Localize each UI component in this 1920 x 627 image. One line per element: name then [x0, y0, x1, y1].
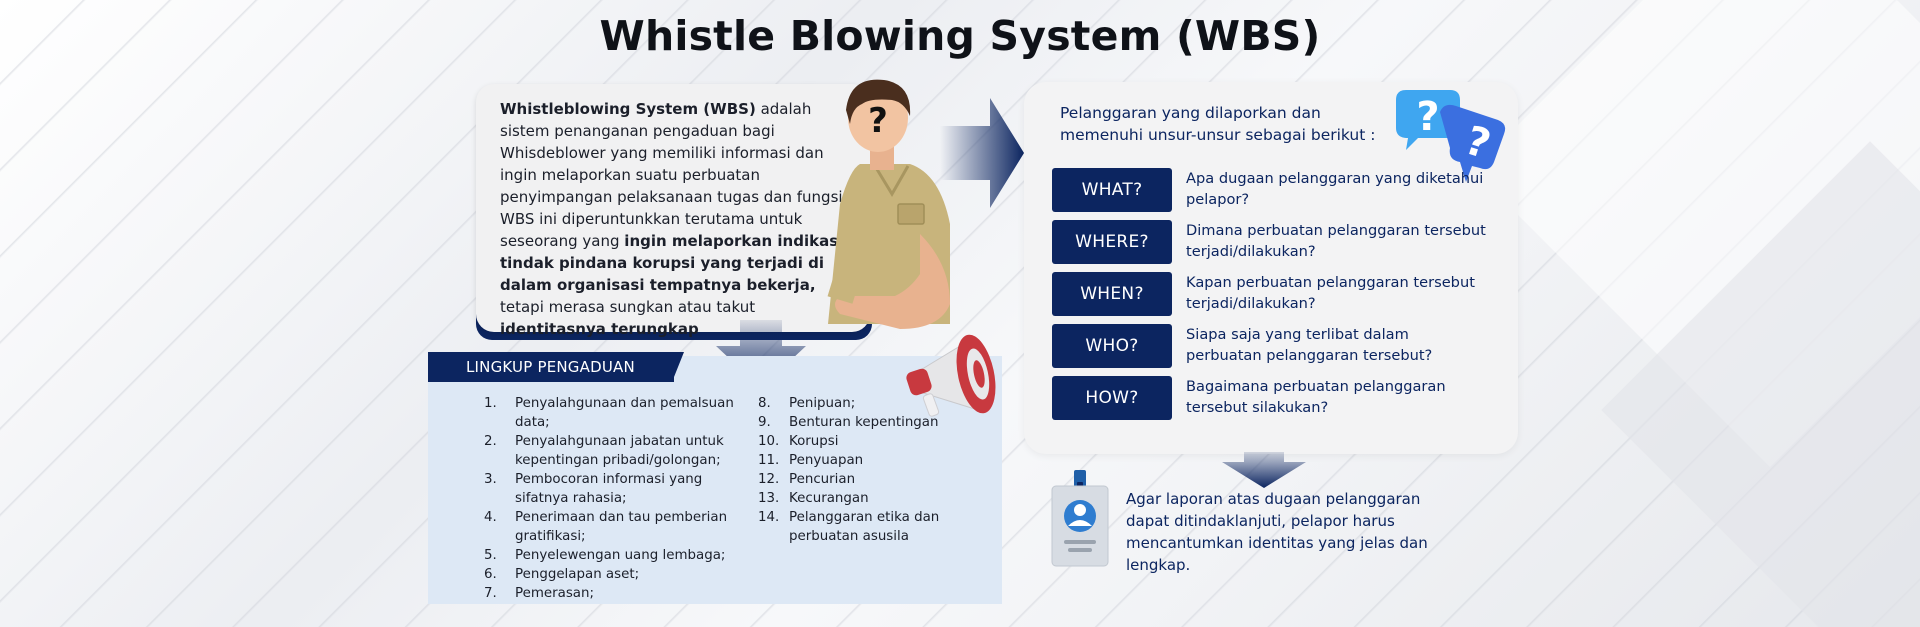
list-item: 3. Pembocoran informasi yang sifatnya rah…: [484, 470, 756, 508]
scope-panel: [428, 356, 1002, 604]
question-row-how: HOW? Bagaimana perbuatan pelanggaran ter…: [1052, 376, 1492, 422]
question-row-where: WHERE? Dimana perbuatan pelanggaran ters…: [1052, 220, 1492, 266]
question-row-what: WHAT? Apa dugaan pelanggaran yang diketa…: [1052, 168, 1492, 214]
list-item: 1. Penyalahgunaan dan pemalsuan data;: [484, 394, 756, 432]
list-item-text: Penyuapan: [789, 453, 864, 468]
question-bubbles-icon: ? ?: [1396, 90, 1506, 182]
list-item-text: Korupsi: [789, 434, 839, 449]
question-text-when: Kapan perbuatan pelanggaran tersebut ter…: [1186, 274, 1475, 312]
megaphone-icon: [906, 334, 996, 417]
list-item: 2. Penyalahgunaan jabatan untuk kepenting…: [484, 432, 756, 470]
arrow-right-icon: [940, 98, 1024, 208]
list-item-number: 14.: [758, 510, 780, 525]
person-question-icon: ?: [827, 79, 950, 329]
list-item: 10. Korupsi: [758, 432, 958, 451]
list-item-text: Pencurian: [789, 472, 856, 487]
list-item-number: 9.: [758, 415, 771, 430]
list-item-number: 3.: [484, 472, 497, 487]
svg-text:?: ?: [868, 101, 888, 141]
question-badge-what: WHAT?: [1052, 168, 1172, 212]
intro-text-2: tetapi merasa sungkan atau takut: [500, 298, 756, 316]
scope-tab: LINGKUP PENGADUAN: [428, 352, 674, 382]
scope-list-left: 1. Penyalahgunaan dan pemalsuan data; 2. P…: [484, 394, 756, 603]
list-item-text: Penggelapan aset;: [515, 567, 640, 582]
list-item-text: Penyalahgunaan dan pemalsuan data;: [515, 396, 734, 430]
list-item: 4. Penerimaan dan tau pemberian gratifika…: [484, 508, 756, 546]
list-item-text: Penerimaan dan tau pemberian gratifikasi…: [515, 510, 728, 544]
list-item-number: 6.: [484, 567, 497, 582]
question-row-who: WHO? Siapa saja yang terlibat dalam perb…: [1052, 324, 1492, 370]
list-item: 14. Pelanggaran etika dan perbuatan asusi…: [758, 508, 958, 546]
page-title: Whistle Blowing System (WBS): [599, 12, 1321, 60]
list-item-number: 13.: [758, 491, 780, 506]
question-badge-where: WHERE?: [1052, 220, 1172, 264]
svg-text:?: ?: [1416, 94, 1439, 140]
list-item: 6. Penggelapan aset;: [484, 565, 756, 584]
list-item: 9. Benturan kepentingan: [758, 413, 958, 432]
list-item-number: 1.: [484, 396, 497, 411]
scope-tab-edge: [672, 352, 684, 382]
scope-list-right: 8. Penipuan; 9. Benturan kepentingan 10. Ko…: [758, 394, 958, 546]
arrow-down-icon: [716, 320, 806, 388]
intro-text-1: adalah sistem penanganan pengaduan bagi …: [500, 100, 848, 250]
list-item-number: 2.: [484, 434, 497, 449]
question-badge-how: HOW?: [1052, 376, 1172, 420]
list-item-text: Benturan kepentingan: [789, 415, 939, 430]
list-item: 11. Penyuapan: [758, 451, 958, 470]
intro-emphasis: ingin melaporkan indikasi tindak pindana…: [500, 232, 844, 294]
list-item: 12. Pencurian: [758, 470, 958, 489]
intro-emphasis-2: identitasnya terungkap: [500, 320, 699, 338]
list-item-text: Pemerasan;: [515, 586, 595, 601]
list-item-number: 4.: [484, 510, 497, 525]
question-text-who: Siapa saja yang terlibat dalam perbuatan…: [1186, 326, 1433, 364]
id-card-icon: [1051, 470, 1109, 567]
list-item-number: 11.: [758, 453, 780, 468]
arrow-down-icon: [1222, 452, 1306, 488]
list-item-text: Pelanggaran etika dan perbuatan asusila: [789, 510, 940, 544]
list-item-number: 7.: [484, 586, 497, 601]
list-item-text: Penyelewengan uang lembaga;: [515, 548, 726, 563]
question-text-how: Bagaimana perbuatan pelanggaran tersebut…: [1186, 378, 1446, 416]
intro-lead: Whistleblowing System (WBS): [500, 100, 756, 118]
list-item-text: Penipuan;: [789, 396, 856, 411]
question-badge-when: WHEN?: [1052, 272, 1172, 316]
question-text-where: Dimana perbuatan pelanggaran tersebut te…: [1186, 222, 1486, 260]
list-item-text: Penyalahgunaan jabatan untuk kepentingan…: [515, 434, 724, 468]
list-item-number: 10.: [758, 434, 780, 449]
question-badge-who: WHO?: [1052, 324, 1172, 368]
list-item-number: 8.: [758, 396, 771, 411]
list-item-number: 5.: [484, 548, 497, 563]
question-text-what: Apa dugaan pelanggaran yang diketahui pe…: [1186, 170, 1484, 208]
intro-card: Whistleblowing System (WBS) adalah siste…: [476, 84, 870, 338]
identity-note: Agar laporan atas dugaan pelanggaran dap…: [1126, 490, 1428, 574]
list-item: 7. Pemerasan;: [484, 584, 756, 603]
list-item-number: 12.: [758, 472, 780, 487]
questions-heading: Pelanggaran yang dilaporkan dan memenuhi…: [1060, 104, 1376, 144]
list-item: 13. Kecurangan: [758, 489, 958, 508]
question-row-when: WHEN? Kapan perbuatan pelanggaran terseb…: [1052, 272, 1492, 318]
list-item: 5. Penyelewengan uang lembaga;: [484, 546, 756, 565]
list-item: 8. Penipuan;: [758, 394, 958, 413]
list-item-text: Pembocoran informasi yang sifatnya rahas…: [515, 472, 703, 506]
list-item-text: Kecurangan: [789, 491, 869, 506]
